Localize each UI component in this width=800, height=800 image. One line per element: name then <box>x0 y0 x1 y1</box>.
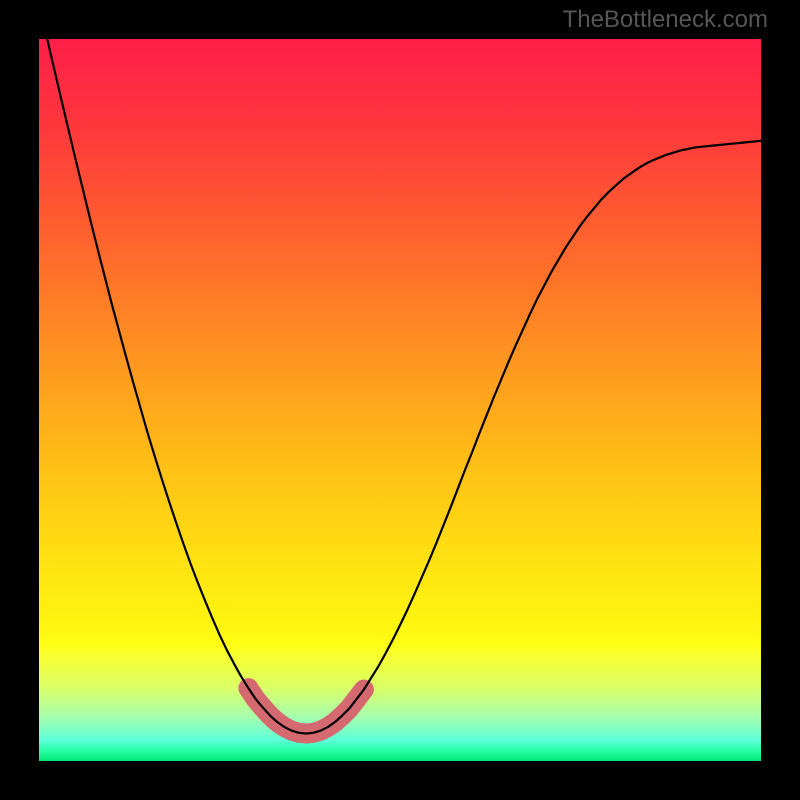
gradient-background <box>39 39 761 761</box>
chart-stage: TheBottleneck.com <box>0 0 800 800</box>
watermark-text: TheBottleneck.com <box>563 6 768 34</box>
plot-area <box>39 39 761 761</box>
